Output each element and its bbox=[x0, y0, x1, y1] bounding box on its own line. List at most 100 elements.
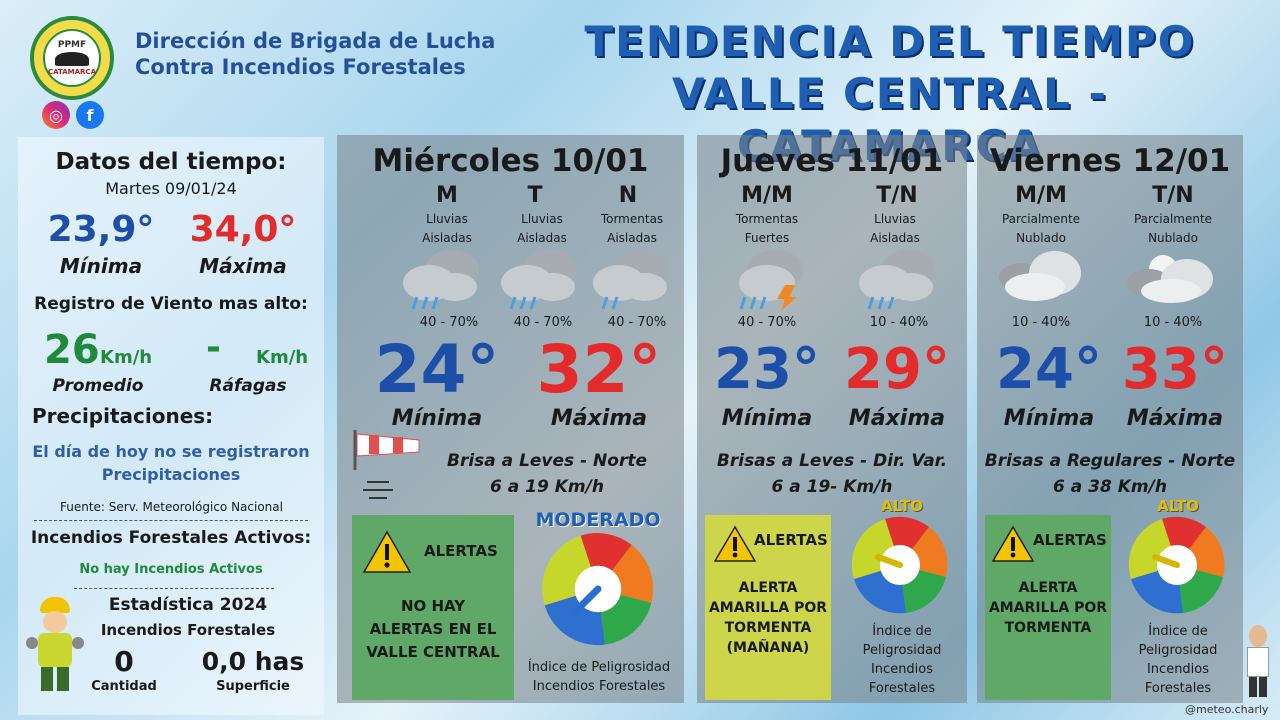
slot-label: M bbox=[436, 183, 458, 208]
condition-text: Parcialmente Nublado bbox=[1133, 212, 1213, 245]
fire-count-label: Cantidad bbox=[91, 679, 157, 694]
gust-label: Ráfagas bbox=[209, 376, 287, 396]
rain-probability: 10 - 40% bbox=[869, 315, 929, 330]
gauge-caption: Índice de Peligrosidad Incendios Forestales bbox=[1138, 624, 1218, 696]
gust-value: - bbox=[206, 327, 221, 368]
alert-text: ALERTA AMARILLA POR TORMENTA bbox=[988, 580, 1108, 636]
max-temperature: 29° bbox=[844, 337, 950, 402]
rain-probability: 40 - 70% bbox=[419, 315, 479, 330]
forecast-panel-day-1: Miércoles 10/01 M T N Lluvias Aisladas Ll… bbox=[337, 135, 684, 703]
min-label: Mínima bbox=[391, 406, 483, 431]
min-label: Mínima bbox=[1003, 406, 1095, 431]
organization-name: Dirección de Brigada de Lucha Contra Inc… bbox=[135, 28, 545, 80]
condition-text: Parcialmente Nublado bbox=[1001, 212, 1081, 245]
credit-text: @meteo.charly bbox=[1185, 703, 1269, 716]
precip-heading: Precipitaciones: bbox=[32, 404, 214, 428]
fire-danger-gauge bbox=[1128, 516, 1225, 614]
wind-average-value: 26 bbox=[44, 327, 100, 373]
warning-triangle-icon bbox=[362, 530, 412, 573]
wind-forecast: Brisa a Leves - Norte 6 a 19 Km/h bbox=[447, 451, 647, 497]
today-min-label: Mínima bbox=[59, 254, 143, 278]
slot-label: M/M bbox=[741, 183, 793, 208]
min-label: Mínima bbox=[721, 406, 813, 431]
rain-cloud-icon bbox=[501, 250, 577, 310]
fire-danger-gauge bbox=[851, 516, 948, 614]
today-heading: Datos del tiempo: bbox=[55, 149, 287, 175]
data-source: Fuente: Serv. Meteorológico Nacional bbox=[60, 500, 283, 514]
stats-subheading: Incendios Forestales bbox=[100, 621, 276, 639]
wind-average-unit: Km/h bbox=[100, 347, 153, 368]
condition-text: Lluvias Aisladas bbox=[422, 212, 472, 245]
gust-unit: Km/h bbox=[256, 347, 309, 368]
divider bbox=[34, 520, 308, 521]
slot-label: T bbox=[527, 183, 543, 208]
warning-triangle-icon bbox=[713, 525, 757, 562]
max-temperature: 33° bbox=[1122, 337, 1228, 402]
org-line-2: Contra Incendios Forestales bbox=[135, 55, 466, 79]
today-date: Martes 09/01/24 bbox=[105, 179, 237, 198]
gauge-caption: Índice de Peligrosidad Incendios Forestales bbox=[862, 624, 942, 696]
precip-text-1: El día de hoy no se registraron bbox=[32, 442, 310, 461]
forecast-panel-day-2: Jueves 11/01 M/M T/N Tormentas Fuertes Ll… bbox=[697, 135, 967, 703]
brigade-logo: PPMF CATAMARCA bbox=[30, 16, 114, 100]
forecaster-avatar bbox=[1243, 625, 1273, 700]
partly-cloudy-icon bbox=[999, 251, 1081, 301]
alert-text: ALERTA AMARILLA POR TORMENTA (MAÑANA) bbox=[708, 580, 828, 656]
fire-danger-level: ALTO bbox=[1157, 497, 1199, 515]
storm-cloud-icon bbox=[739, 250, 803, 311]
max-temperature: 32° bbox=[536, 331, 662, 408]
min-temperature: 24° bbox=[374, 331, 500, 408]
fires-text: No hay Incendios Activos bbox=[79, 562, 263, 577]
today-max: 34,0° bbox=[189, 209, 297, 250]
max-label: Máxima bbox=[550, 406, 648, 431]
alert-text: NO HAY ALERTAS EN EL VALLE CENTRAL bbox=[366, 597, 500, 661]
logo-top-text: PPMF bbox=[57, 40, 87, 50]
instagram-icon[interactable]: ◎ bbox=[42, 101, 70, 129]
min-temperature: 23° bbox=[714, 337, 820, 402]
slot-label: T/N bbox=[1152, 183, 1194, 208]
forecast-panel-day-3: Viernes 12/01 M/M T/N Parcialmente Nublad… bbox=[977, 135, 1243, 703]
rain-probability: 10 - 40% bbox=[1143, 315, 1203, 330]
day-title: Jueves 11/01 bbox=[720, 143, 944, 179]
windsock-icon bbox=[353, 430, 420, 499]
alert-heading: ALERTAS bbox=[424, 542, 498, 560]
rain-probability: 40 - 70% bbox=[607, 315, 667, 330]
logo-emblem: PPMF CATAMARCA bbox=[43, 29, 101, 87]
alert-heading: ALERTAS bbox=[754, 531, 828, 549]
max-label: Máxima bbox=[1126, 406, 1224, 431]
condition-text: Lluvias Aisladas bbox=[870, 212, 920, 245]
rain-cloud-icon bbox=[403, 250, 479, 310]
day-title: Viernes 12/01 bbox=[989, 143, 1231, 179]
gauge-caption: Índice de Peligrosidad Incendios Forestal… bbox=[527, 660, 671, 694]
max-label: Máxima bbox=[848, 406, 946, 431]
day-title: Miércoles 10/01 bbox=[372, 143, 649, 179]
wind-heading: Registro de Viento mas alto: bbox=[34, 294, 308, 314]
facebook-icon[interactable]: f bbox=[76, 101, 104, 129]
divider bbox=[74, 588, 274, 589]
wind-forecast: Brisas a Leves - Dir. Var. 6 a 19- Km/h bbox=[716, 451, 948, 497]
fire-count: 0 bbox=[114, 645, 134, 678]
precip-text-2: Precipitaciones bbox=[101, 465, 241, 484]
slot-label: M/M bbox=[1015, 183, 1067, 208]
slot-label: T/N bbox=[876, 183, 918, 208]
burned-area-label: Superficie bbox=[216, 679, 290, 694]
rain-cloud-icon bbox=[859, 250, 935, 310]
fire-danger-level: ALTO bbox=[881, 497, 923, 515]
rain-probability: 10 - 40% bbox=[1011, 315, 1071, 330]
wind-forecast: Brisas a Regulares - Norte 6 a 38 Km/h bbox=[984, 451, 1236, 497]
storm-cloud-icon bbox=[593, 250, 669, 310]
condition-text: Lluvias Aisladas bbox=[517, 212, 567, 245]
logo-bottom-text: CATAMARCA bbox=[48, 68, 96, 76]
eagle-icon bbox=[55, 52, 89, 66]
alert-heading: ALERTAS bbox=[1033, 531, 1107, 549]
today-panel: Datos del tiempo: Martes 09/01/24 23,9° … bbox=[18, 137, 324, 715]
fire-danger-gauge bbox=[542, 533, 654, 646]
firefighter-mascot-icon bbox=[24, 597, 86, 697]
burned-area: 0,0 has bbox=[201, 647, 305, 676]
wind-average-label: Promedio bbox=[52, 376, 144, 396]
slot-label: N bbox=[618, 183, 638, 208]
fires-heading: Incendios Forestales Activos: bbox=[30, 528, 312, 548]
night-partly-cloudy-icon bbox=[1127, 255, 1213, 303]
warning-triangle-icon bbox=[991, 525, 1035, 562]
rain-probability: 40 - 70% bbox=[513, 315, 573, 330]
